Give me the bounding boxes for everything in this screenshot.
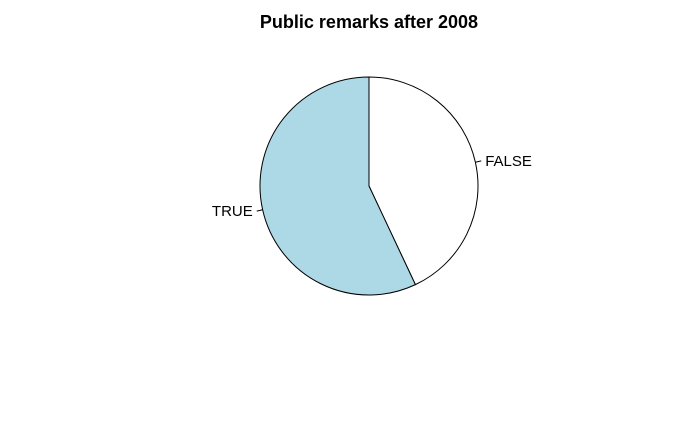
pie-label-tick-false [475,160,482,163]
pie-slice-true [259,76,417,296]
pie-label-tick-true [256,209,263,212]
pie-label-false: FALSE [485,153,532,170]
pie-label-true: TRUE [212,203,253,220]
pie-slices [259,76,479,296]
pie-labels: FALSE TRUE [212,153,532,220]
chart-title: Public remarks after 2008 [260,12,478,32]
